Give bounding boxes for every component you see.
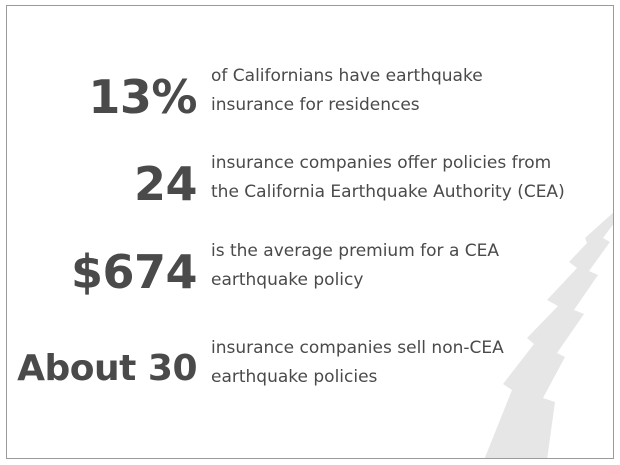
stat-row-cea-companies: 24 insurance companies offer policies fr… xyxy=(7,149,613,219)
stat-description-line: earthquake policies xyxy=(211,367,378,387)
stat-row-insured-share: 13% of Californians have earthquake insu… xyxy=(7,62,613,132)
stat-value: 13% xyxy=(88,70,197,124)
stat-row-average-premium: $674 is the average premium for a CEA ea… xyxy=(7,237,613,307)
stat-description: is the average premium for a CEA earthqu… xyxy=(211,237,581,295)
stat-description: of Californians have earthquake insuranc… xyxy=(211,62,581,120)
infographic-card: 13% of Californians have earthquake insu… xyxy=(6,5,614,459)
stat-description-line: insurance for residences xyxy=(211,95,420,115)
stat-description-line: earthquake policy xyxy=(211,270,364,290)
stat-value: About 30 xyxy=(17,348,197,389)
stat-description: insurance companies sell non-CEA earthqu… xyxy=(211,334,581,392)
stat-description-line: is the average premium for a CEA xyxy=(211,241,500,261)
stat-description-line: the California Earthquake Authority (CEA… xyxy=(211,182,565,202)
stat-value: 24 xyxy=(133,157,198,211)
stat-description-line: insurance companies sell non-CEA xyxy=(211,338,504,358)
stat-row-non-cea-companies: About 30 insurance companies sell non-CE… xyxy=(7,334,613,404)
stat-description: insurance companies offer policies from … xyxy=(211,149,581,207)
stat-description-line: insurance companies offer policies from xyxy=(211,153,552,173)
earthquake-crack-graphic xyxy=(484,212,613,458)
stat-description-line: of Californians have earthquake xyxy=(211,66,483,86)
stat-value: $674 xyxy=(70,245,198,299)
crack-shape xyxy=(484,212,613,458)
